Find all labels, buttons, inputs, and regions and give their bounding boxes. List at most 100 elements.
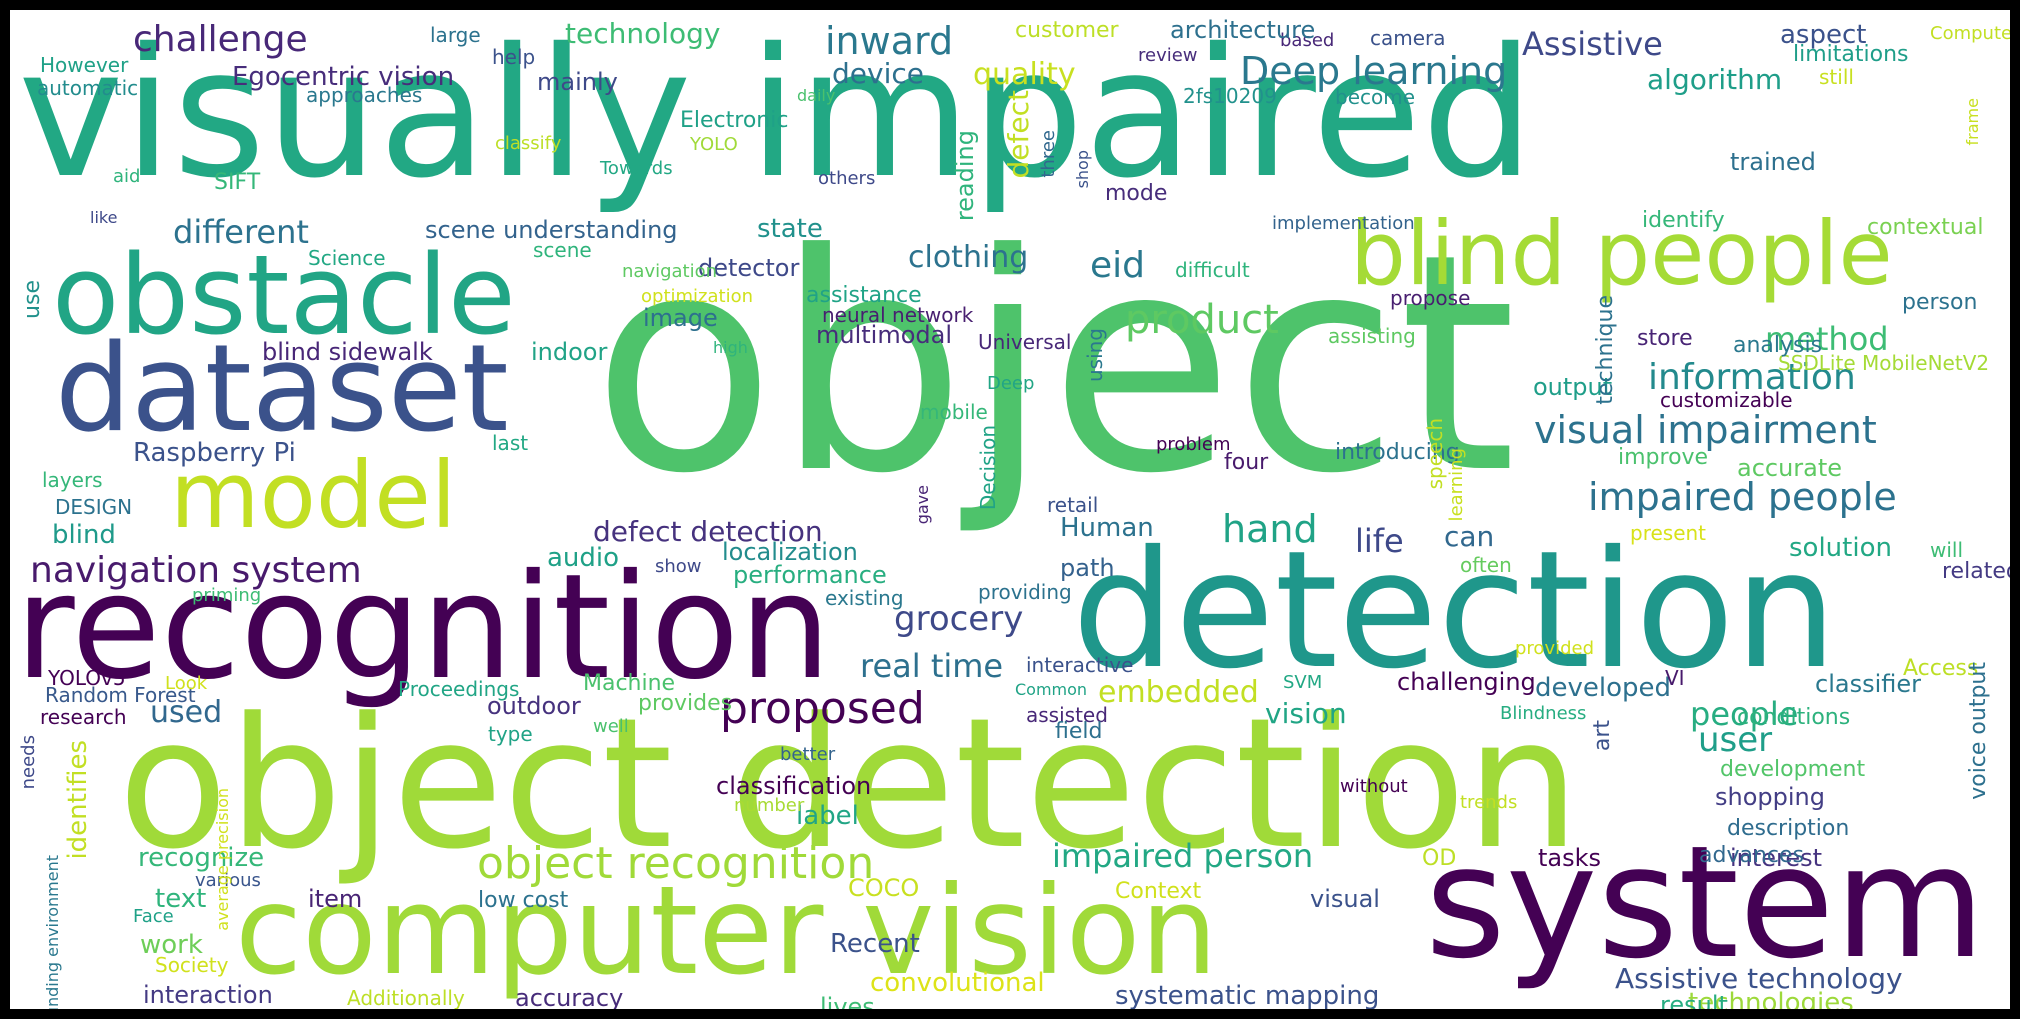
word-challenge: challenge <box>133 19 308 60</box>
word-mainly: automatic <box>37 76 139 100</box>
word-detector: detector <box>698 254 800 282</box>
word-various: Common <box>1015 680 1088 699</box>
word-layers: introducing <box>1335 440 1460 465</box>
word-store: analysis <box>1733 333 1823 358</box>
word-clothing: clothing <box>908 240 1029 275</box>
word-aid: Towards <box>600 158 673 179</box>
word-blind: blind <box>52 520 116 550</box>
word-vi: Access <box>1903 656 1979 681</box>
word-advances: trends <box>1460 792 1518 813</box>
word-customer: 2fs10209 <box>1183 84 1277 108</box>
word-challenging: classifier <box>1815 670 1921 698</box>
word-use: Society <box>155 953 229 977</box>
word-others: classify <box>495 133 562 154</box>
word-problem: mobile <box>920 400 988 424</box>
word-machine: Proceedings <box>398 677 520 701</box>
word-blind-people: blind people <box>1350 202 1893 305</box>
word-introducing: assisting <box>1328 324 1416 348</box>
word-frame: art <box>1590 720 1615 752</box>
word-visually-impaired: visually impaired <box>18 10 1535 217</box>
word-face: show <box>655 556 702 577</box>
word-identify: person <box>1902 290 1978 315</box>
word-different: different <box>173 213 309 251</box>
word-society: various <box>195 870 261 891</box>
word-technique: learning <box>1446 448 1467 522</box>
word-architecture: become <box>1335 85 1416 109</box>
word-low-cost: Context <box>1115 879 1202 904</box>
word-aspect: Computer <box>1930 23 2010 44</box>
word-recent: convolutional <box>870 968 1045 998</box>
word-coco: number <box>734 795 805 816</box>
word-people: people <box>1690 695 1799 733</box>
word-become: based <box>1280 30 1335 51</box>
word-quality: quality <box>973 57 1076 92</box>
word-2fs10209: review <box>1138 45 1198 66</box>
word-still: contextual <box>1867 215 1984 240</box>
word-navigation: Science <box>308 246 386 270</box>
word-product: product <box>1125 297 1279 343</box>
word-user: user <box>1698 720 1773 760</box>
word-type: provides <box>638 691 733 716</box>
word-defect: reading <box>951 130 979 222</box>
word-providing: better <box>780 744 836 765</box>
word-description: development <box>1720 757 1866 782</box>
word-interaction: item <box>308 885 363 913</box>
word-present: improve <box>1618 445 1709 470</box>
word-cloud: visually impaired object object detectio… <box>10 10 2010 1009</box>
word-localization: localization <box>722 538 858 566</box>
word-research: Random Forest <box>45 683 196 707</box>
word-detection: detection <box>1072 517 1838 705</box>
word-recognition: recognition <box>15 543 832 712</box>
word-number: type <box>488 722 533 746</box>
word-convolutional: lives <box>820 993 875 1009</box>
word-impaired-people: impaired people <box>1588 475 1897 519</box>
word-raspberry-pi: Raspberry Pi <box>133 438 296 468</box>
word-yolo: Electronic <box>680 108 789 133</box>
word-scene-understanding: scene understanding <box>425 216 678 244</box>
word-classifier: conditions <box>1737 705 1851 730</box>
word-trained: defect <box>1002 90 1035 179</box>
word-universal: optimization <box>641 286 753 307</box>
word-classify: daily <box>797 86 836 105</box>
word-implementation: propose <box>1390 286 1471 310</box>
word-multimodal: multimodal <box>816 321 953 349</box>
word-propose: mode <box>1105 181 1168 206</box>
word-learning: speech <box>1423 418 1447 490</box>
word-automatic: help <box>492 45 536 69</box>
word-object: object <box>592 190 1517 539</box>
word-large: architecture <box>1170 16 1316 44</box>
word-device: device <box>832 57 924 90</box>
word-assisted: Machine <box>583 671 676 696</box>
word-analysis: SSDLite MobileNetV2 <box>1778 351 1990 375</box>
word-sift: others <box>818 168 876 189</box>
word-interest: tasks <box>1538 844 1602 872</box>
word-mode: four <box>1224 450 1269 475</box>
word-camera: limitations <box>1793 42 1909 67</box>
word-result: technologies <box>1688 988 1854 1009</box>
word-inward: inward <box>825 19 954 63</box>
word-real-time: real time <box>860 647 1004 685</box>
word-performance: performance <box>733 561 887 589</box>
word-provides: outdoor <box>487 692 581 720</box>
word-computer-vision: computer vision <box>235 860 1218 1002</box>
word-technology: technology <box>565 17 721 50</box>
word-recognize: recognize <box>138 843 265 873</box>
word-assistance: assistance <box>806 283 922 308</box>
word-path: existing <box>825 586 904 610</box>
word-identifies: surrounding environment <box>43 855 62 1009</box>
word-random-forest: low cost <box>478 888 569 913</box>
word-limitations: still <box>1819 65 1854 89</box>
word-assisting: difficult <box>1175 258 1250 282</box>
word-existing: providing <box>978 580 1072 604</box>
word-development: shopping <box>1715 783 1825 811</box>
word-impaired-person: impaired person <box>1052 837 1314 875</box>
word-help: customer <box>1015 18 1119 43</box>
word-using: technique <box>1593 295 1618 405</box>
word-object-detection: object detection <box>118 680 1580 889</box>
word-reading: shop <box>1073 150 1092 189</box>
word-conditions: description <box>1727 816 1850 841</box>
word-priming: layers <box>42 468 103 492</box>
word-improve: accurate <box>1737 454 1843 482</box>
word-can: can <box>1444 520 1495 553</box>
word-classification: identifies <box>63 740 93 860</box>
